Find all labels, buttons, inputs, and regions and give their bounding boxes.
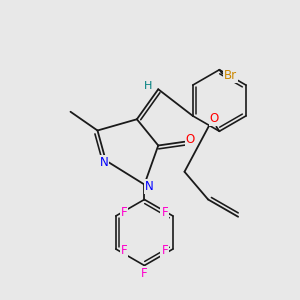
Text: N: N <box>100 156 108 169</box>
Text: F: F <box>121 206 128 220</box>
Text: H: H <box>144 81 152 91</box>
Text: N: N <box>145 180 153 193</box>
Text: O: O <box>185 134 195 146</box>
Text: F: F <box>161 206 168 220</box>
Text: O: O <box>210 112 219 125</box>
Text: Br: Br <box>224 69 237 82</box>
Text: F: F <box>161 244 168 257</box>
Text: F: F <box>121 244 128 257</box>
Text: F: F <box>141 267 148 280</box>
